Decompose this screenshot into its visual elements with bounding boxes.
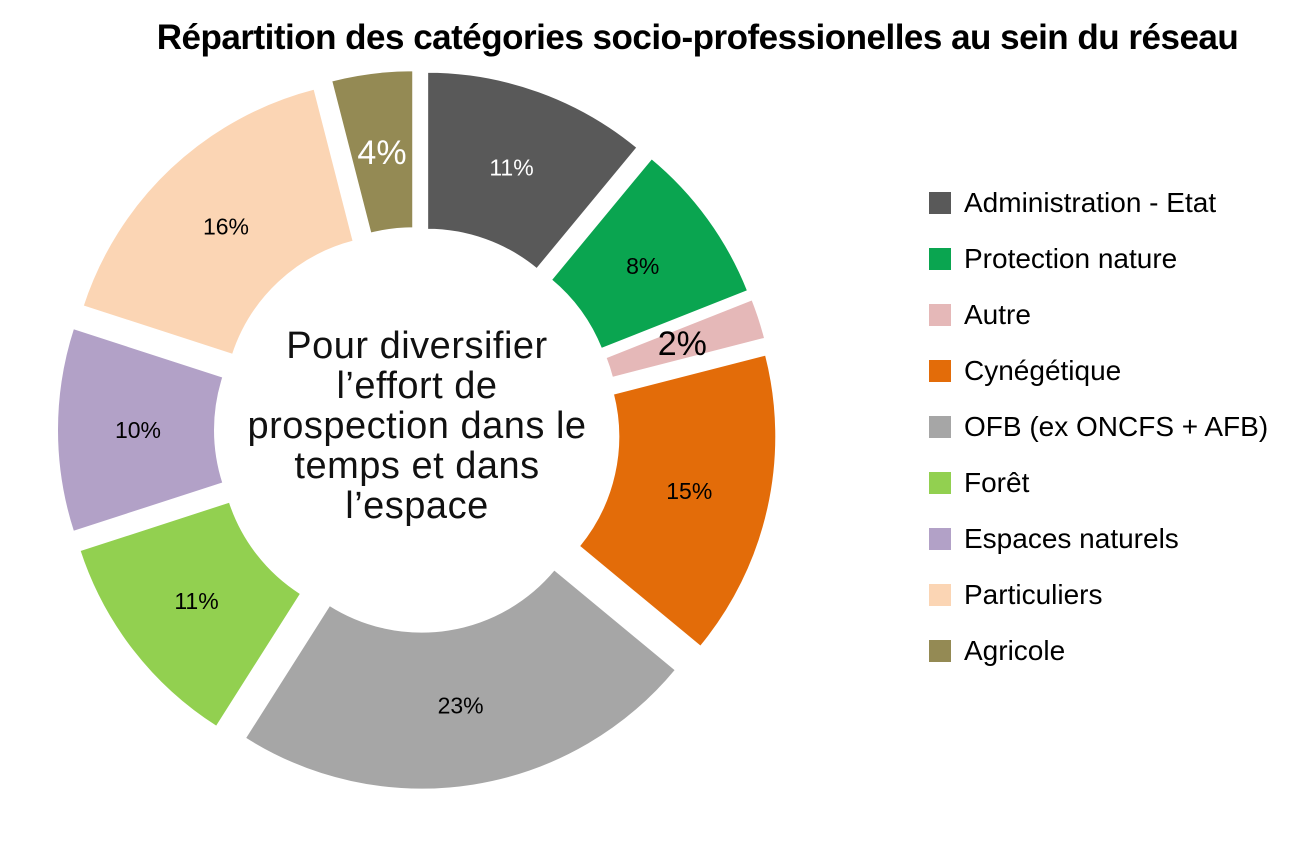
legend-swatch-icon xyxy=(929,584,951,606)
pie-slice-1 xyxy=(426,70,639,271)
center-text-line: l’effort de xyxy=(336,365,498,407)
legend-item: Cynégétique xyxy=(929,343,1268,399)
legend-label: Cynégétique xyxy=(964,355,1122,386)
legend-swatch-icon xyxy=(929,640,951,662)
slice-value-label: 23% xyxy=(438,693,484,719)
legend-item: Forêt xyxy=(929,455,1268,511)
slice-value-label: 11% xyxy=(174,588,218,614)
legend-item: Espaces naturels xyxy=(929,511,1268,567)
pie-slice-6 xyxy=(78,500,303,729)
legend-label: Administration - Etat xyxy=(964,187,1217,218)
slice-value-label: 8% xyxy=(626,253,659,279)
slice-value-label: 10% xyxy=(115,417,161,443)
legend-label: Espaces naturels xyxy=(964,523,1179,554)
pie-slice-4 xyxy=(577,353,778,649)
pie-slice-5 xyxy=(243,567,678,791)
legend-label: Particuliers xyxy=(964,579,1103,610)
pie-slice-3 xyxy=(604,297,767,380)
legend-swatch-icon xyxy=(929,528,951,550)
legend-swatch-icon xyxy=(929,248,951,270)
center-text-line: Pour diversifier xyxy=(286,325,548,367)
legend-label: Protection nature xyxy=(964,243,1178,274)
donut-center-text: Pour diversifier l’effort de prospection d… xyxy=(182,326,652,526)
legend-item: Protection nature xyxy=(929,231,1268,287)
slice-value-label: 11% xyxy=(489,155,533,181)
legend-label: Forêt xyxy=(964,467,1030,498)
center-text-line: temps et dans xyxy=(294,445,540,487)
center-text-line: l’espace xyxy=(345,485,489,527)
slice-value-label: 2% xyxy=(658,325,707,363)
pie-slice-9 xyxy=(329,69,415,235)
legend-label: Agricole xyxy=(964,635,1066,666)
legend-swatch-icon xyxy=(929,304,951,326)
chart-title: Répartition des catégories socio-profess… xyxy=(156,18,1239,57)
legend-label: Autre xyxy=(964,299,1031,330)
center-text-line: prospection dans le xyxy=(247,405,587,447)
legend-item: Agricole xyxy=(929,623,1268,679)
slice-value-label: 4% xyxy=(357,134,406,172)
slice-value-label: 15% xyxy=(666,478,712,504)
slice-value-label: 16% xyxy=(203,214,249,240)
legend-label: OFB (ex ONCFS + AFB) xyxy=(964,411,1269,442)
legend-item: Administration - Etat xyxy=(929,175,1268,231)
legend-swatch-icon xyxy=(929,360,951,382)
legend-item: Autre xyxy=(929,287,1268,343)
legend-swatch-icon xyxy=(929,472,951,494)
pie-slice-8 xyxy=(81,87,355,357)
pie-slice-2 xyxy=(549,156,750,351)
legend-item: Particuliers xyxy=(929,567,1268,623)
pie-slice-7 xyxy=(55,326,225,534)
legend-item: OFB (ex ONCFS + AFB) xyxy=(929,399,1268,455)
legend-swatch-icon xyxy=(929,416,951,438)
legend-swatch-icon xyxy=(929,192,951,214)
chart-legend: Administration - Etat Protection nature Au… xyxy=(929,175,1268,679)
